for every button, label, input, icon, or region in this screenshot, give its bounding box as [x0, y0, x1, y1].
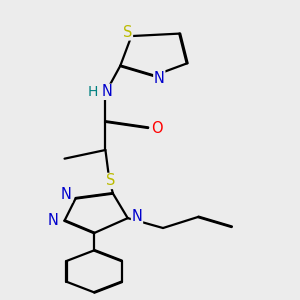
Text: S: S	[106, 173, 116, 188]
Text: N: N	[154, 71, 165, 86]
Text: N: N	[48, 213, 59, 228]
Text: N: N	[102, 84, 113, 99]
Text: H: H	[87, 85, 98, 99]
Text: S: S	[123, 25, 132, 40]
Text: N: N	[132, 209, 142, 224]
Text: O: O	[152, 122, 163, 136]
Text: N: N	[61, 187, 72, 202]
